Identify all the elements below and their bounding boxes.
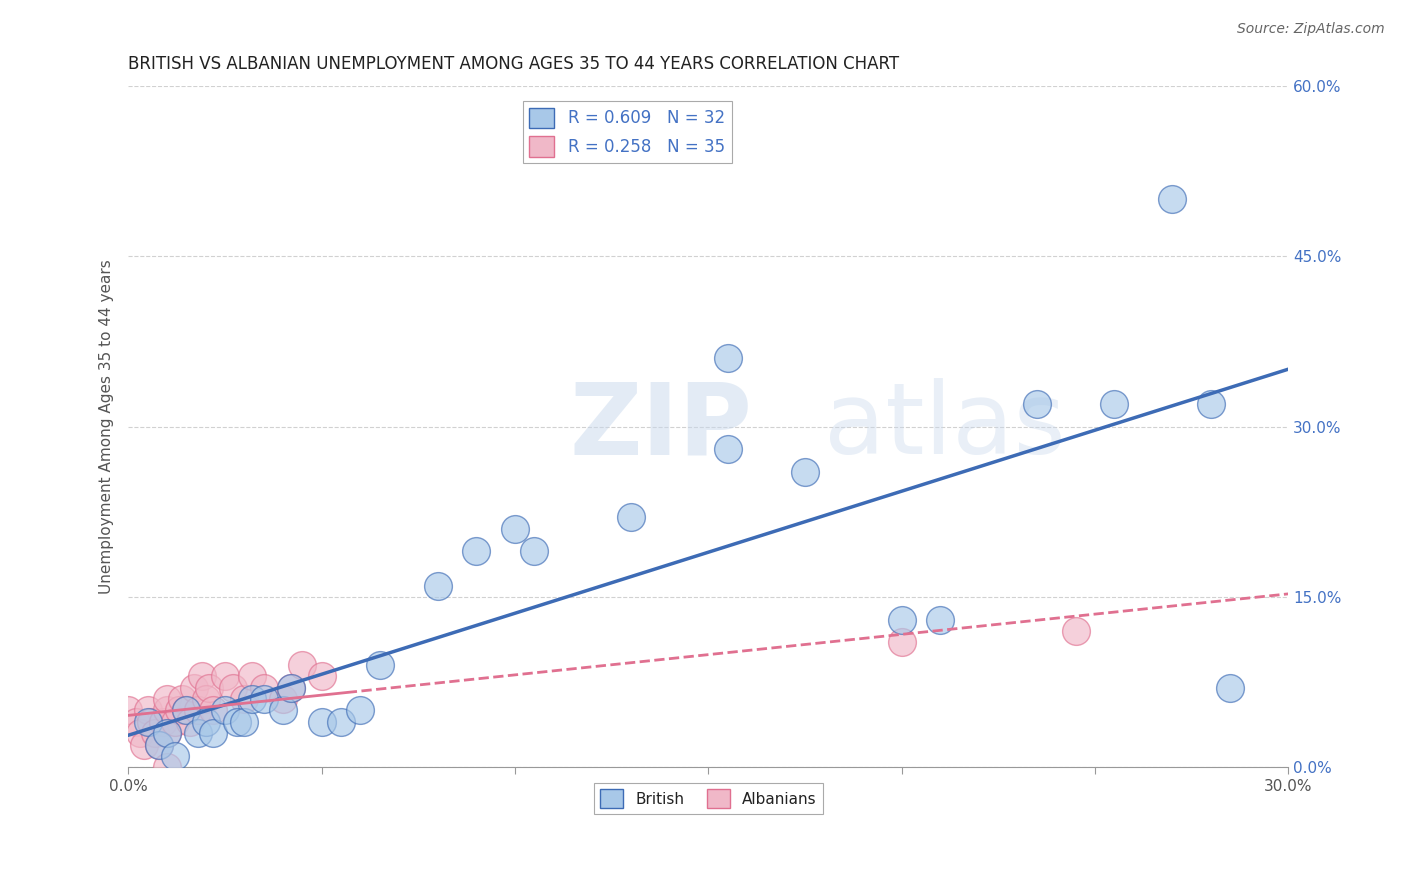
Point [148,738,170,752]
Point [156,703,179,717]
Point [1199,397,1222,411]
Point [1064,624,1087,638]
Point [128,726,150,740]
Point [136,703,159,717]
Point [152,714,174,729]
Point [426,578,449,592]
Point [174,703,197,717]
Point [125,714,148,729]
Point [1026,397,1049,411]
Point [132,738,155,752]
Point [202,726,225,740]
Point [349,703,371,717]
Point [1161,193,1184,207]
Point [214,669,236,683]
Y-axis label: Unemployment Among Ages 35 to 44 years: Unemployment Among Ages 35 to 44 years [100,260,114,594]
Point [179,714,201,729]
Point [252,681,274,695]
Point [1104,397,1126,411]
Point [143,726,166,740]
Point [141,714,163,729]
Point [271,692,294,706]
Point [465,544,488,558]
Point [240,669,263,683]
Text: ZIP: ZIP [569,378,752,475]
Point [221,681,243,695]
Point [280,681,302,695]
Text: BRITISH VS ALBANIAN UNEMPLOYMENT AMONG AGES 35 TO 44 YEARS CORRELATION CHART: BRITISH VS ALBANIAN UNEMPLOYMENT AMONG A… [128,55,900,73]
Text: atlas: atlas [824,378,1066,475]
Point [929,613,952,627]
Point [163,714,186,729]
Point [280,681,302,695]
Point [523,544,546,558]
Point [156,726,179,740]
Point [717,442,740,457]
Point [233,692,256,706]
Point [291,658,314,673]
Point [156,726,179,740]
Point [156,692,179,706]
Text: Source: ZipAtlas.com: Source: ZipAtlas.com [1237,22,1385,37]
Point [167,703,190,717]
Point [183,681,205,695]
Point [1219,681,1241,695]
Point [187,703,209,717]
Point [172,692,194,706]
Point [368,658,391,673]
Point [190,669,212,683]
Point [717,351,740,366]
Point [156,760,179,774]
Point [240,692,263,706]
Point [794,465,817,479]
Point [233,714,256,729]
Point [620,510,643,524]
Point [194,714,217,729]
Point [890,613,912,627]
Point [214,703,236,717]
Point [890,635,912,649]
Point [311,714,333,729]
Point [252,692,274,706]
Point [271,703,294,717]
Point [136,714,159,729]
Point [202,703,225,717]
Point [198,681,221,695]
Point [503,522,526,536]
Legend: British, Albanians: British, Albanians [593,783,823,814]
Point [311,669,333,683]
Point [148,738,170,752]
Point [329,714,352,729]
Point [187,726,209,740]
Point [225,714,247,729]
Point [174,703,197,717]
Point [194,692,217,706]
Point [117,703,139,717]
Point [163,748,186,763]
